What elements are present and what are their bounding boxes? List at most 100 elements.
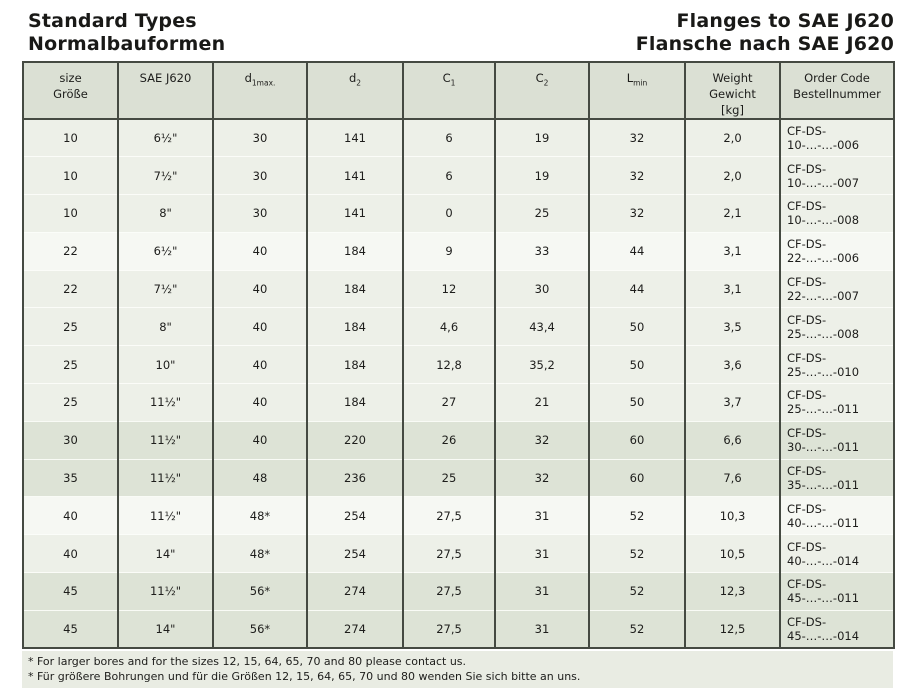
table-cell: 7½" xyxy=(117,156,213,195)
table-cell: 10" xyxy=(117,345,213,384)
table-cell: 50 xyxy=(588,383,685,422)
table-cell: 8" xyxy=(117,307,213,346)
table-cell: 30 xyxy=(212,119,307,157)
table-cell: 22 xyxy=(23,231,118,271)
col-header-weight-unit: [kg] xyxy=(721,103,744,117)
order-code-cell: CF-DS-25-…-…-008 xyxy=(779,307,894,346)
table-cell: 236 xyxy=(306,458,403,497)
table-cell: 48* xyxy=(212,534,307,573)
header-row: size Größe SAE J620 d1max. d2 C1 C2 xyxy=(23,62,894,120)
order-code-cell: CF-DS-35-…-…-011 xyxy=(779,458,894,497)
table-cell: 274 xyxy=(306,572,403,611)
title-flanges-sae: Flanges to SAE J620 xyxy=(676,10,894,32)
col-header-sae-j620: SAE J620 xyxy=(117,62,213,120)
table-cell: 11½" xyxy=(117,420,213,460)
table-cell: 27,5 xyxy=(402,534,495,573)
table-row: 22 6½" 40 184 9 33 44 3,1 CF-DS-22-…-…-006 xyxy=(23,231,894,271)
table-cell: 19 xyxy=(494,119,589,157)
order-code-cell: CF-DS-40-…-…-014 xyxy=(779,534,894,573)
table-cell: 30 xyxy=(212,194,307,233)
table-cell: 43,4 xyxy=(494,307,589,346)
table-cell: 45 xyxy=(23,609,118,649)
table-cell: 14" xyxy=(117,534,213,573)
table-cell: 32 xyxy=(588,194,685,233)
table-cell: 141 xyxy=(306,156,403,195)
col-header-size: size Größe xyxy=(23,62,118,120)
col-header-d1max-sub: 1max. xyxy=(251,78,276,88)
table-cell: 12,5 xyxy=(684,609,780,649)
table-cell: 35 xyxy=(23,458,118,497)
table-cell: 33 xyxy=(494,231,589,271)
col-header-d2: d2 xyxy=(306,62,403,120)
table-cell: 19 xyxy=(494,156,589,195)
table-cell: 9 xyxy=(402,231,495,271)
table-cell: 56* xyxy=(212,609,307,649)
flange-table-wrap: size Größe SAE J620 d1max. d2 C1 C2 xyxy=(22,61,895,650)
table-cell: 56* xyxy=(212,572,307,611)
table-cell: 32 xyxy=(588,156,685,195)
order-code-cell: CF-DS-45-…-…-014 xyxy=(779,609,894,649)
table-cell: 25 xyxy=(23,307,118,346)
table-cell: 3,7 xyxy=(684,383,780,422)
table-cell: 40 xyxy=(212,345,307,384)
col-header-weight-en: Weight xyxy=(712,71,753,85)
table-cell: 10 xyxy=(23,194,118,233)
table-cell: 25 xyxy=(23,383,118,422)
table-cell: 40 xyxy=(212,307,307,346)
col-header-lmin-sub: min xyxy=(633,78,648,88)
table-cell: 31 xyxy=(494,496,589,535)
footnote-en: * For larger bores and for the sizes 12,… xyxy=(28,655,467,668)
table-cell: 27,5 xyxy=(402,572,495,611)
table-cell: 11½" xyxy=(117,572,213,611)
col-header-lmin-base: L xyxy=(626,71,634,85)
col-header-d1max-base: d xyxy=(244,71,252,85)
col-header-d1max: d1max. xyxy=(212,62,307,120)
order-code-cell: CF-DS-22-…-…-007 xyxy=(779,269,894,308)
table-cell: 26 xyxy=(402,420,495,460)
footnote-de: * Für größere Bohrungen und für die Größ… xyxy=(28,670,581,683)
table-cell: 48 xyxy=(212,458,307,497)
table-cell: 31 xyxy=(494,609,589,649)
table-cell: 6 xyxy=(402,119,495,157)
table-cell: 184 xyxy=(306,307,403,346)
table-cell: 6½" xyxy=(117,231,213,271)
table-cell: 2,0 xyxy=(684,156,780,195)
table-cell: 11½" xyxy=(117,458,213,497)
table-cell: 141 xyxy=(306,119,403,157)
table-cell: 21 xyxy=(494,383,589,422)
table-cell: 0 xyxy=(402,194,495,233)
col-header-size-en: size xyxy=(59,71,82,85)
order-code-cell: CF-DS-25-…-…-011 xyxy=(779,383,894,422)
table-cell: 254 xyxy=(306,496,403,535)
table-cell: 141 xyxy=(306,194,403,233)
order-code-cell: CF-DS-10-…-…-008 xyxy=(779,194,894,233)
table-cell: 11½" xyxy=(117,383,213,422)
table-cell: 32 xyxy=(494,458,589,497)
table-cell: 27,5 xyxy=(402,496,495,535)
table-cell: 25 xyxy=(494,194,589,233)
table-cell: 184 xyxy=(306,345,403,384)
table-cell: 184 xyxy=(306,383,403,422)
col-header-c1-sub: 1 xyxy=(450,78,456,88)
table-cell: 12,8 xyxy=(402,345,495,384)
table-cell: 30 xyxy=(212,156,307,195)
table-cell: 7½" xyxy=(117,269,213,308)
table-row: 25 10" 40 184 12,8 35,2 50 3,6 CF-DS-25-…-…-010 xyxy=(23,345,894,384)
table-cell: 45 xyxy=(23,572,118,611)
col-header-order-code-en: Order Code xyxy=(804,71,870,85)
table-cell: 32 xyxy=(588,119,685,157)
table-cell: 14" xyxy=(117,609,213,649)
col-header-c2: C2 xyxy=(494,62,589,120)
table-cell: 12 xyxy=(402,269,495,308)
table-cell: 184 xyxy=(306,269,403,308)
table-row: 25 8" 40 184 4,6 43,4 50 3,5 CF-DS-25-…-…-008 xyxy=(23,307,894,346)
table-cell: 7,6 xyxy=(684,458,780,497)
table-cell: 2,0 xyxy=(684,119,780,157)
table-cell: 60 xyxy=(588,420,685,460)
table-cell: 11½" xyxy=(117,496,213,535)
table-cell: 6,6 xyxy=(684,420,780,460)
col-header-weight: Weight Gewicht [kg] xyxy=(684,62,780,120)
table-cell: 3,6 xyxy=(684,345,780,384)
table-cell: 31 xyxy=(494,572,589,611)
col-header-d2-base: d xyxy=(348,71,357,85)
